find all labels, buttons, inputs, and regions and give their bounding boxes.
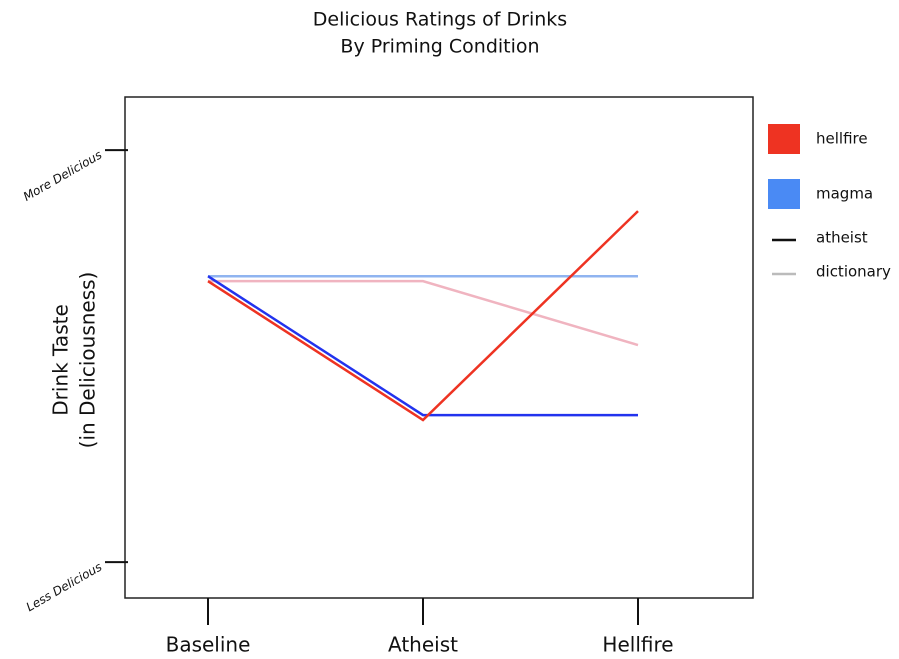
legend-label: hellfire [816, 130, 868, 148]
y-tick-label: Less Delicious [24, 560, 104, 615]
series-line [208, 279, 639, 347]
x-tick-label: Baseline [166, 633, 251, 657]
chart-title: By Priming Condition [340, 36, 539, 58]
y-axis-label: Drink Taste [49, 304, 73, 416]
legend-label: dictionary [816, 263, 891, 281]
y-tick-label: More Delicious [21, 148, 104, 204]
y-axis-label: (in Deliciousness) [76, 272, 100, 449]
chart-title: Delicious Ratings of Drinks [313, 9, 567, 31]
legend-label: atheist [816, 229, 868, 247]
legend-label: magma [816, 185, 873, 203]
legend-marker [768, 124, 800, 154]
series-line [207, 210, 639, 422]
x-tick-label: Atheist [388, 633, 458, 657]
x-tick-label: Hellfire [602, 633, 673, 657]
plot-frame [124, 96, 754, 599]
series-line [207, 275, 638, 417]
legend-marker [768, 179, 800, 209]
